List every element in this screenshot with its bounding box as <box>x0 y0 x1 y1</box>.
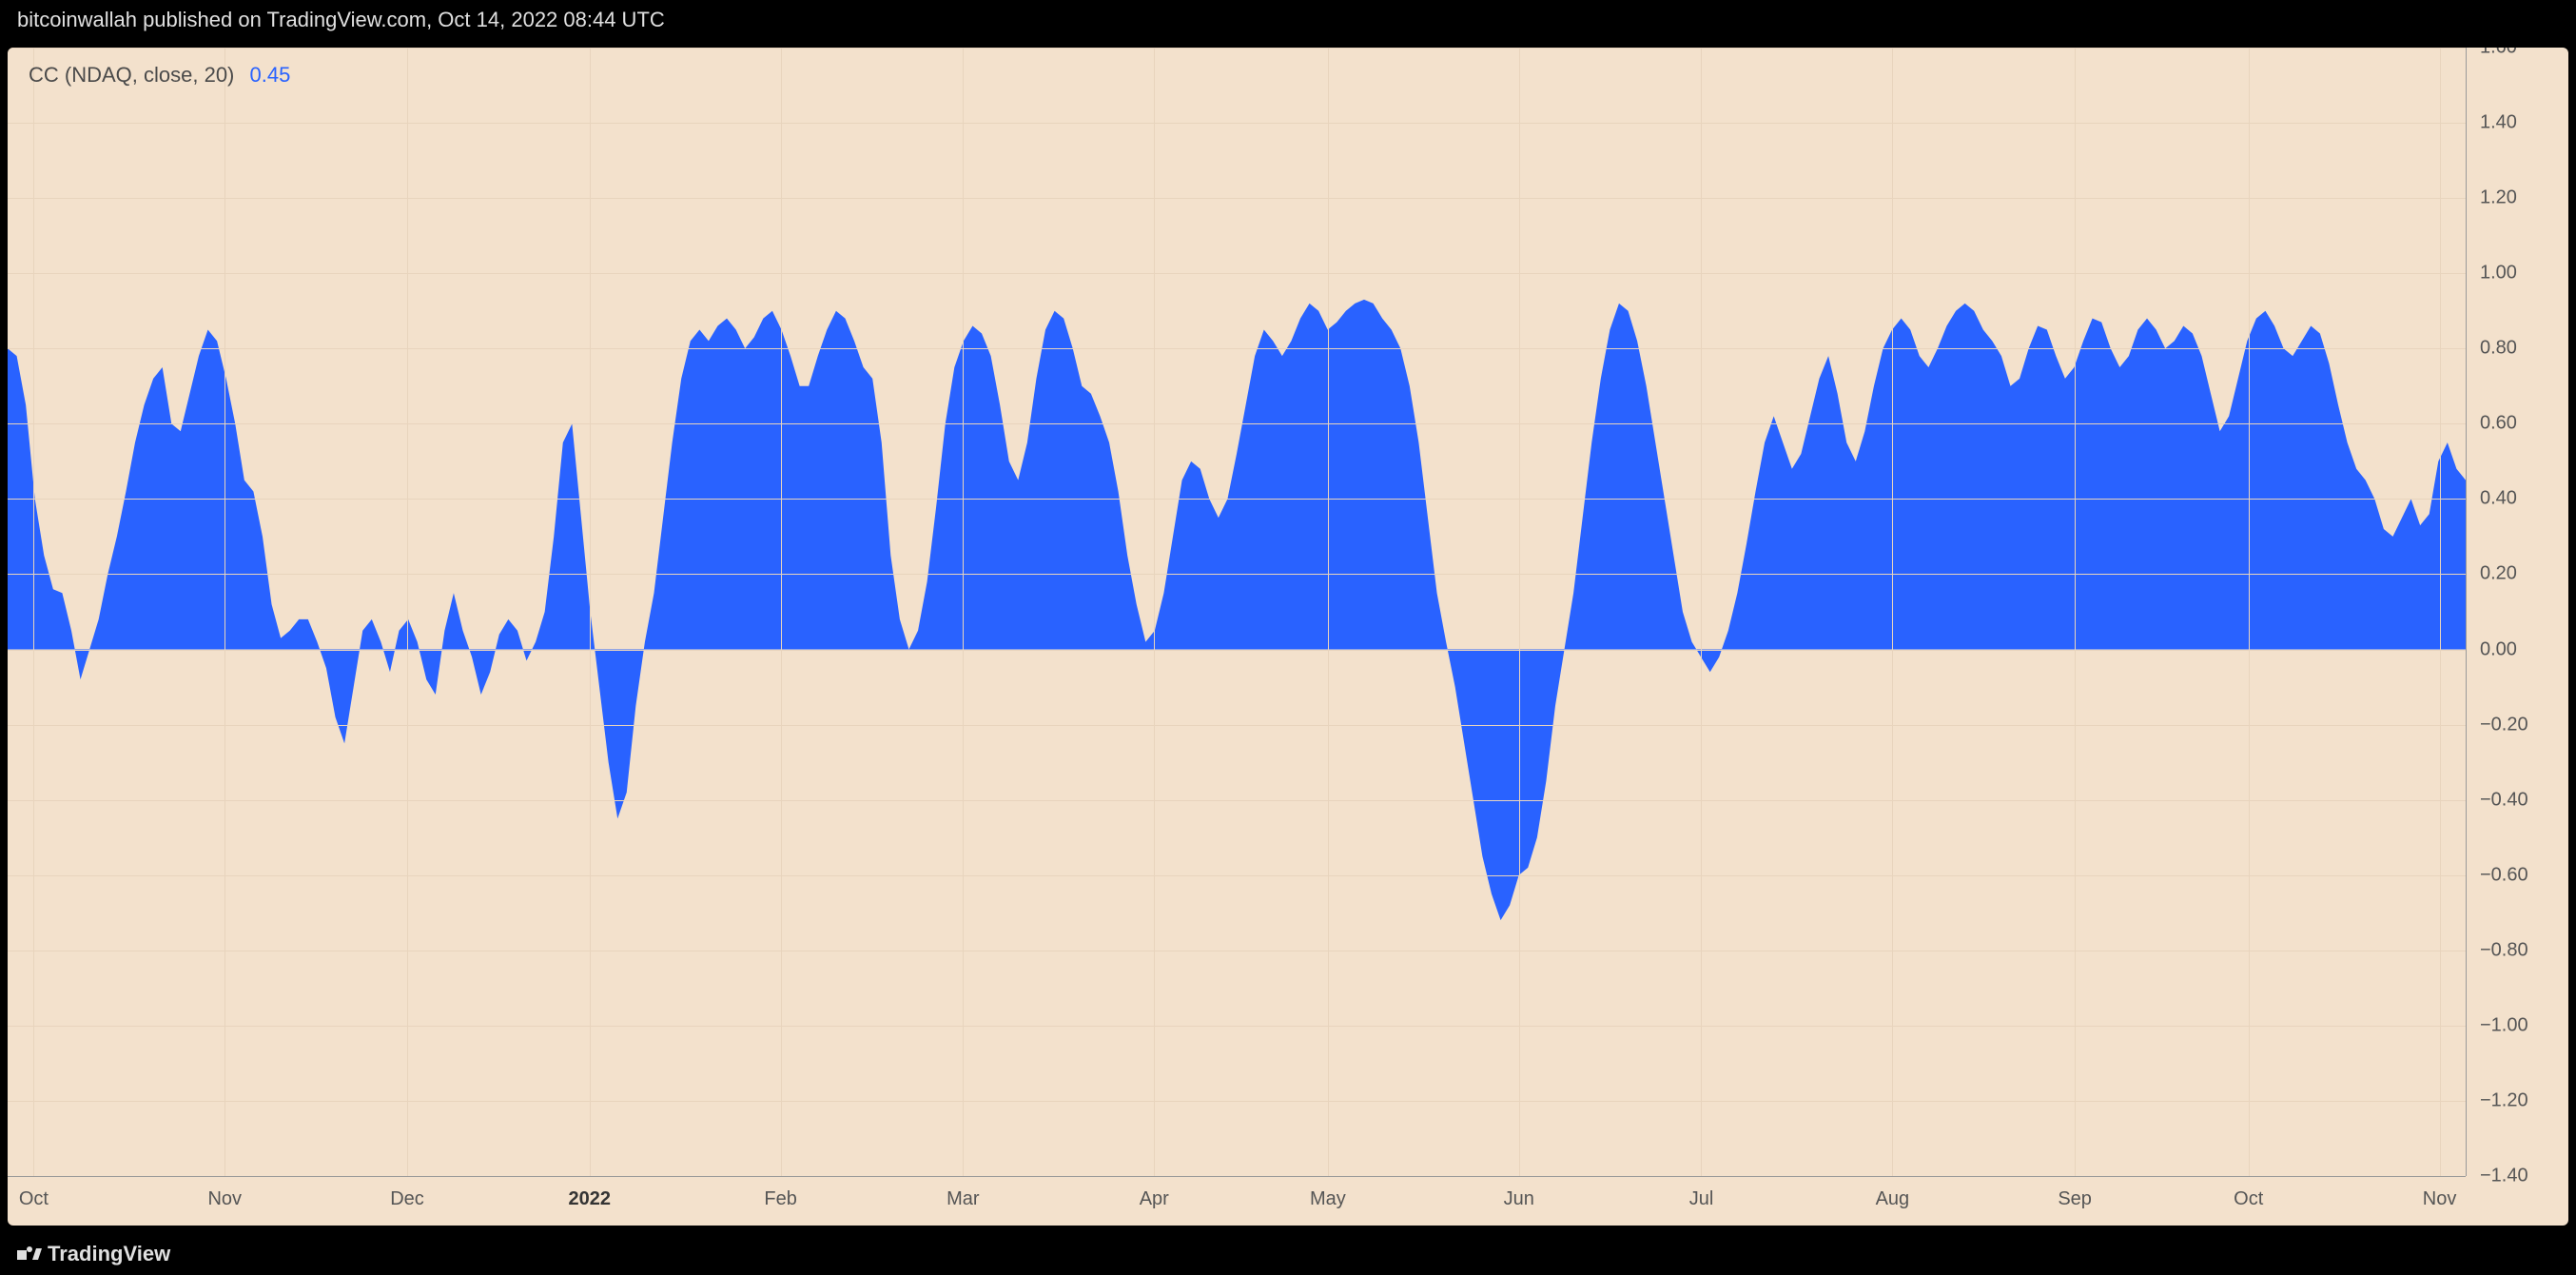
x-tick-label: Oct <box>2234 1188 2263 1210</box>
y-tick-label: −0.80 <box>2480 939 2528 961</box>
gridline-v <box>1154 48 1155 1176</box>
gridline-h <box>8 1026 2466 1027</box>
gridline-v <box>781 48 782 1176</box>
y-tick-label: 1.00 <box>2480 263 2517 284</box>
gridline-h <box>8 499 2466 500</box>
gridline-v <box>1892 48 1893 1176</box>
gridline-v <box>2440 48 2441 1176</box>
brand-text: TradingView <box>48 1242 170 1266</box>
x-tick-label: May <box>1310 1188 1346 1210</box>
x-tick-label: Nov <box>2423 1188 2457 1210</box>
gridline-v <box>407 48 408 1176</box>
tradingview-logo: TradingView <box>17 1242 170 1266</box>
y-tick-label: 0.60 <box>2480 413 2517 435</box>
gridline-h <box>8 348 2466 349</box>
gridline-h <box>8 1101 2466 1102</box>
tradingview-icon <box>17 1245 42 1264</box>
chart-wrapper: CC (NDAQ, close, 20) 0.45 1.601.401.201.… <box>0 40 2576 1233</box>
indicator-legend[interactable]: CC (NDAQ, close, 20) 0.45 <box>29 63 290 88</box>
y-tick-label: −0.20 <box>2480 714 2528 736</box>
chart-panel[interactable]: CC (NDAQ, close, 20) 0.45 1.601.401.201.… <box>8 48 2568 1226</box>
x-tick-label: Jun <box>1504 1188 1534 1210</box>
x-tick-label: Dec <box>390 1188 424 1210</box>
y-tick-label: −0.60 <box>2480 864 2528 886</box>
y-tick-label: 1.40 <box>2480 112 2517 134</box>
y-tick-label: −1.00 <box>2480 1014 2528 1036</box>
header-attribution: bitcoinwallah published on TradingView.c… <box>0 0 2576 40</box>
gridline-v <box>33 48 34 1176</box>
gridline-h <box>8 198 2466 199</box>
plot-area[interactable] <box>8 48 2466 1176</box>
y-tick-label: −1.40 <box>2480 1166 2528 1187</box>
gridline-v <box>1328 48 1329 1176</box>
gridline-h <box>8 725 2466 726</box>
gridline-h <box>8 423 2466 424</box>
gridline-h <box>8 875 2466 876</box>
y-tick-label: 1.60 <box>2480 48 2517 59</box>
attribution-text: bitcoinwallah published on TradingView.c… <box>17 8 665 32</box>
gridline-h <box>8 800 2466 801</box>
x-tick-label: Mar <box>946 1188 979 1210</box>
y-tick-label: −0.40 <box>2480 789 2528 811</box>
x-tick-label: Aug <box>1876 1188 1910 1210</box>
gridline-v <box>963 48 964 1176</box>
x-tick-label: Sep <box>2058 1188 2092 1210</box>
y-tick-label: 0.20 <box>2480 563 2517 585</box>
y-tick-label: 1.20 <box>2480 187 2517 209</box>
gridline-v <box>1519 48 1520 1176</box>
y-axis[interactable]: 1.60 1.40 1.20 1.00 0.80 0.60 0.40 0.20 0.00 −0.2… <box>2466 48 2568 1176</box>
gridline-v <box>2075 48 2076 1176</box>
indicator-current-value: 0.45 <box>250 63 291 87</box>
x-tick-label: Oct <box>19 1188 49 1210</box>
area-chart-svg <box>8 48 2466 1176</box>
area-fill <box>8 300 2466 920</box>
gridline-h <box>8 273 2466 274</box>
gridline-h <box>8 48 2466 49</box>
y-tick-label: 0.40 <box>2480 488 2517 510</box>
x-tick-label: Jul <box>1689 1188 1714 1210</box>
gridline-h <box>8 574 2466 575</box>
gridline-h <box>8 123 2466 124</box>
gridline-v <box>224 48 225 1176</box>
gridline-v <box>2249 48 2250 1176</box>
gridline-v <box>590 48 591 1176</box>
y-tick-label: −1.20 <box>2480 1089 2528 1111</box>
x-tick-label: Feb <box>764 1188 796 1210</box>
indicator-name: CC (NDAQ, close, 20) <box>29 63 234 87</box>
gridline-h <box>8 650 2466 651</box>
gridline-v <box>1701 48 1702 1176</box>
x-tick-label: Apr <box>1140 1188 1169 1210</box>
y-tick-label: 0.80 <box>2480 338 2517 360</box>
x-tick-label: Nov <box>207 1188 242 1210</box>
footer-branding: TradingView <box>0 1233 2576 1275</box>
x-axis[interactable]: Oct Nov Dec 2022 Feb Mar Apr May Jun Jul Aug Sep Oct… <box>8 1176 2466 1226</box>
y-tick-label: 0.00 <box>2480 638 2517 660</box>
x-tick-label: 2022 <box>569 1188 612 1210</box>
